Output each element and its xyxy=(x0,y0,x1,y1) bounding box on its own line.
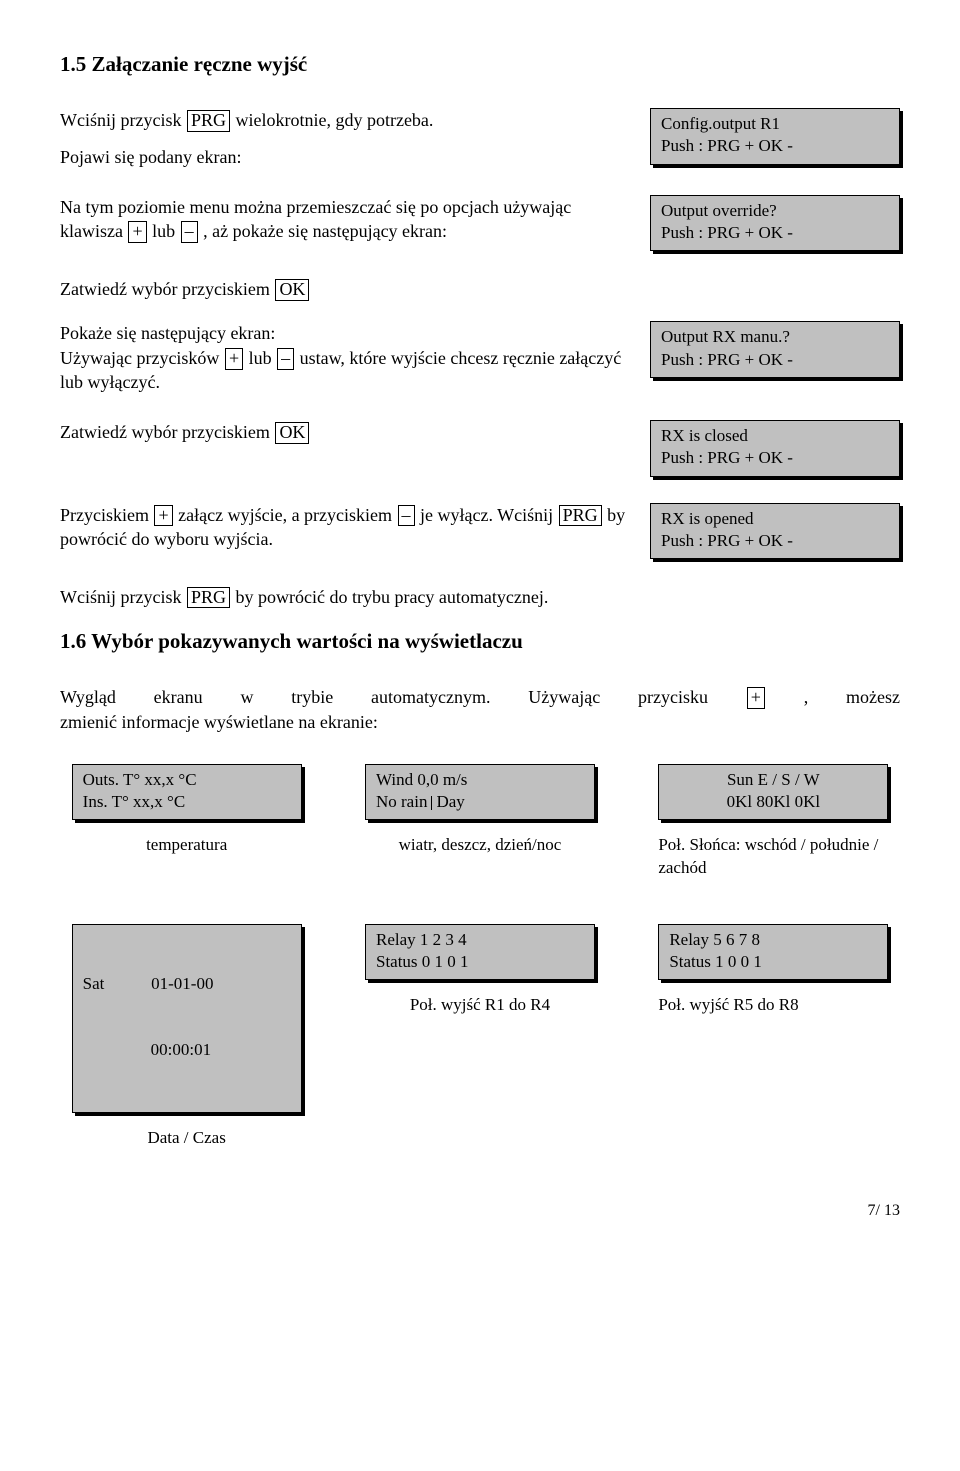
key-prg: PRG xyxy=(187,587,230,609)
txt: , aż pokaże się następujący ekran: xyxy=(199,221,447,241)
display-line: RX is closed xyxy=(661,425,889,447)
txt: by powrócić do trybu pracy automatycznej… xyxy=(231,587,548,607)
display-line: Status 0 1 0 1 xyxy=(376,951,584,973)
page-number: 7/ 13 xyxy=(60,1200,900,1222)
display-line: 00:00:01 xyxy=(83,1039,291,1061)
txt: załącz wyjście, a przyciskiem xyxy=(174,505,397,525)
key-plus: + xyxy=(747,687,765,709)
key-ok: OK xyxy=(275,422,309,444)
display-rx-closed: RX is closed Push : PRG + OK - xyxy=(650,420,900,476)
txt: , możesz xyxy=(766,687,900,707)
caption-temperature: temperatura xyxy=(72,834,302,857)
section-1-5-title: 1.5 Załączanie ręczne wyjść xyxy=(60,50,900,78)
key-prg: PRG xyxy=(187,110,230,132)
txt: Używając przycisków xyxy=(60,348,224,368)
display-line: Config.output R1 xyxy=(661,113,889,135)
caption-sun: Poł. Słońca: wschód / południe / zachód xyxy=(658,834,888,880)
text-press-prg: Wciśnij przycisk PRG wielokrotnie, gdy p… xyxy=(60,108,630,132)
display-line: Wind 0,0 m/s xyxy=(376,769,584,791)
caption-relay-5-8: Poł. wyjść R5 do R8 xyxy=(658,994,888,1017)
key-ok: OK xyxy=(275,279,309,301)
txt: Wciśnij przycisk xyxy=(60,587,186,607)
key-minus: – xyxy=(277,348,294,370)
separator-icon xyxy=(431,796,432,810)
key-minus: – xyxy=(181,221,198,243)
display-line: RX is opened xyxy=(661,508,889,530)
display-override: Output override? Push : PRG + OK - xyxy=(650,195,900,251)
display-line: Push : PRG + OK - xyxy=(661,530,889,552)
display-line: Output RX manu.? xyxy=(661,326,889,348)
caption-relay-1-4: Poł. wyjść R1 do R4 xyxy=(365,994,595,1017)
key-prg: PRG xyxy=(559,505,602,527)
display-line: Sun E / S / W xyxy=(669,769,877,791)
txt: Wciśnij przycisk xyxy=(60,110,186,130)
txt: je wyłącz. Wciśnij xyxy=(416,505,558,525)
txt: Wygląd ekranu w trybie automatycznym. Uż… xyxy=(60,687,746,707)
display-relay-5-8: Relay 5 6 7 8 Status 1 0 0 1 xyxy=(658,924,888,980)
display-line: Outs. T° xx,x °C xyxy=(83,769,291,791)
key-plus: + xyxy=(154,505,172,527)
txt: wielokrotnie, gdy potrzeba. xyxy=(231,110,433,130)
text-auto-mode: Wygląd ekranu w trybie automatycznym. Uż… xyxy=(60,685,900,734)
display-line: Push : PRG + OK - xyxy=(661,135,889,157)
text-screen-appears: Pojawi się podany ekran: xyxy=(60,145,630,169)
display-line: Push : PRG + OK - xyxy=(661,349,889,371)
display-line: Sat 01-01-00 xyxy=(83,973,291,995)
display-datetime: Sat 01-01-00 00:00:01 xyxy=(72,924,302,1113)
text-confirm-ok-1: Zatwiedź wybór przyciskiem OK xyxy=(60,277,900,301)
display-line: Relay 1 2 3 4 xyxy=(376,929,584,951)
txt: Pokaże się następujący ekran: xyxy=(60,321,630,345)
text-menu-nav: Na tym poziomie menu można przemieszczać… xyxy=(60,195,650,244)
display-line: No rain Day xyxy=(376,791,584,813)
display-sun: Sun E / S / W 0Kl 80Kl 0Kl xyxy=(658,764,888,820)
text-confirm-ok-2: Zatwiedź wybór przyciskiem OK xyxy=(60,420,650,444)
display-line: Relay 5 6 7 8 xyxy=(669,929,877,951)
txt: zmienić informacje wyświetlane na ekrani… xyxy=(60,710,900,734)
text-next-screen: Pokaże się następujący ekran: Używając p… xyxy=(60,321,650,394)
display-config-output: Config.output R1 Push : PRG + OK - xyxy=(650,108,900,164)
display-rx-opened: RX is opened Push : PRG + OK - xyxy=(650,503,900,559)
caption-datetime: Data / Czas xyxy=(72,1127,302,1150)
key-plus: + xyxy=(225,348,243,370)
display-relay-1-4: Relay 1 2 3 4 Status 0 1 0 1 xyxy=(365,924,595,980)
display-line: 0Kl 80Kl 0Kl xyxy=(669,791,877,813)
txt: Zatwiedź wybór przyciskiem xyxy=(60,422,274,442)
display-line: Push : PRG + OK - xyxy=(661,447,889,469)
txt: Zatwiedź wybór przyciskiem xyxy=(60,279,274,299)
text-toggle-output: Przyciskiem + załącz wyjście, a przycisk… xyxy=(60,503,650,552)
txt: lub xyxy=(148,221,180,241)
txt: Przyciskiem xyxy=(60,505,153,525)
txt: lub xyxy=(244,348,276,368)
section-1-6-title: 1.6 Wybór pokazywanych wartości na wyświ… xyxy=(60,627,900,655)
display-weather: Wind 0,0 m/s No rain Day xyxy=(365,764,595,820)
caption-weather: wiatr, deszcz, dzień/noc xyxy=(365,834,595,857)
display-temperature: Outs. T° xx,x °C Ins. T° xx,x °C xyxy=(72,764,302,820)
txt: Day xyxy=(436,792,464,811)
display-line: Push : PRG + OK - xyxy=(661,222,889,244)
display-line: Output override? xyxy=(661,200,889,222)
display-line: Status 1 0 0 1 xyxy=(669,951,877,973)
display-rx-manu: Output RX manu.? Push : PRG + OK - xyxy=(650,321,900,377)
key-minus: – xyxy=(398,505,415,527)
display-line: Ins. T° xx,x °C xyxy=(83,791,291,813)
key-plus: + xyxy=(128,221,146,243)
text-return-auto: Wciśnij przycisk PRG by powrócić do tryb… xyxy=(60,585,900,609)
txt: No rain xyxy=(376,792,427,811)
